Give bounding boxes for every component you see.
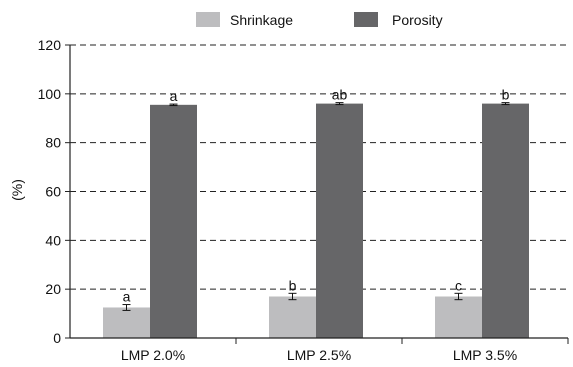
y-tick-label: 80 — [45, 135, 61, 151]
x-tick-label: LMP 2.5% — [287, 347, 351, 363]
legend-label-shrinkage: Shrinkage — [230, 12, 293, 28]
bar-porosity — [316, 103, 363, 338]
legend-label-porosity: Porosity — [392, 12, 443, 28]
y-tick-label: 120 — [38, 37, 62, 53]
bar-shrinkage — [103, 307, 150, 338]
legend-swatch-shrinkage — [196, 12, 220, 27]
significance-label: c — [455, 277, 462, 293]
bar-shrinkage — [435, 296, 482, 338]
legend: Shrinkage Porosity — [196, 12, 443, 28]
bar-porosity — [482, 103, 529, 338]
axes: 0 20 40 60 80 100 120 LMP 2.0% LMP 2.5% LMP 3.5% — [38, 37, 569, 363]
y-tick-label: 60 — [45, 184, 61, 200]
bar-shrinkage — [269, 296, 316, 338]
significance-label: b — [289, 277, 297, 293]
legend-swatch-porosity — [354, 12, 378, 27]
x-tick-label: LMP 2.0% — [121, 347, 185, 363]
y-tick-label: 20 — [45, 281, 61, 297]
significance-label: b — [502, 87, 510, 103]
y-tick-label: 40 — [45, 232, 61, 248]
y-tick-label: 100 — [38, 86, 62, 102]
bar-porosity — [150, 104, 197, 338]
significance-label: ab — [332, 87, 348, 103]
significance-label: a — [170, 88, 178, 104]
y-tick-label: 0 — [53, 330, 61, 346]
significance-label: a — [123, 289, 131, 305]
x-tick-label: LMP 3.5% — [453, 347, 517, 363]
y-axis-label: (%) — [9, 179, 25, 201]
